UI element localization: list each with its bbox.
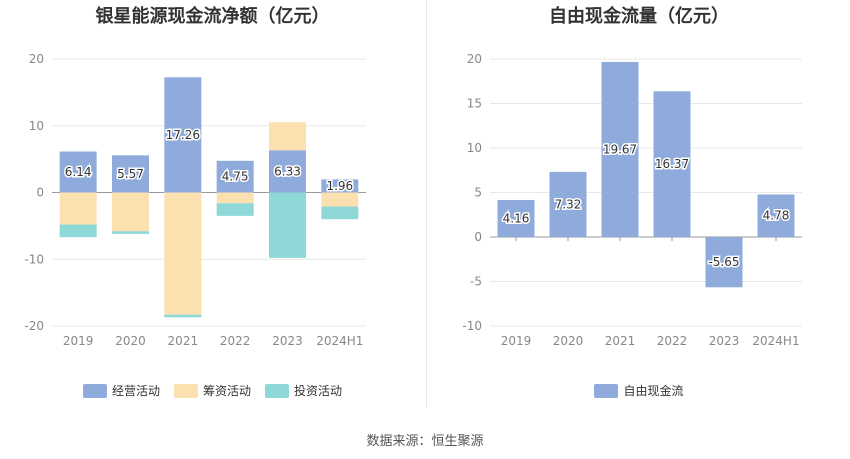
cashflow-chart-svg: -20 -10 0 10 20 2019 2020 2021 2022 2023 2024H1 6.1… (24, 52, 366, 348)
data-label: 1.96 (326, 179, 353, 193)
bar (59, 192, 97, 225)
legend-item[interactable]: 投资活动 (265, 382, 342, 399)
legend-swatch (265, 383, 289, 398)
x-tick-label: 2021 (605, 334, 636, 348)
bar (321, 192, 359, 207)
panel-divider (426, 0, 427, 408)
data-label: 6.14 (65, 165, 92, 179)
y-tick-label: -5 (470, 275, 482, 289)
bar (601, 61, 639, 238)
bar (321, 179, 359, 193)
data-label: 7.32 (555, 197, 582, 211)
x-tick-label: 2024H1 (752, 334, 799, 348)
bar (269, 150, 306, 193)
legend-swatch (173, 383, 198, 398)
data-source: 数据来源：恒生聚源 (366, 434, 484, 449)
x-tick-label: 2022 (657, 334, 688, 348)
x-tick-label: 2024H1 (316, 334, 363, 348)
fcf-chart-panel: 自由现金流量（亿元） -10 -5 0 5 10 15 20 2019 2020 2021 2022… (428, 0, 850, 410)
chart-title: 自由现金流量（亿元） (549, 6, 729, 27)
cashflow-chart-panel: 银星能源现金流净额（亿元） -20 -10 0 10 20 2019 2020 2021 202… (0, 0, 425, 410)
data-label: -5.65 (708, 255, 739, 269)
bar (59, 151, 97, 193)
bar (216, 160, 254, 193)
y-tick-label: 10 (467, 141, 482, 155)
y-tick-label: 0 (474, 230, 482, 244)
bar (757, 194, 795, 237)
legend-swatch (594, 383, 619, 398)
x-tick-label: 2019 (501, 334, 532, 348)
legend-item[interactable]: 自由现金流 (594, 382, 684, 399)
y-tick-label: -10 (462, 319, 482, 333)
bar (705, 237, 743, 288)
data-label: 5.57 (117, 167, 144, 181)
data-label: 17.26 (166, 128, 200, 142)
data-label: 19.67 (603, 142, 637, 156)
bar (112, 155, 149, 193)
y-tick-label: 5 (474, 186, 482, 200)
y-tick-label: 10 (29, 119, 44, 133)
legend-label: 筹资活动 (202, 384, 251, 398)
bar (164, 314, 202, 318)
bar (112, 231, 149, 234)
bar (549, 171, 587, 237)
bar (269, 192, 306, 258)
legend-item[interactable]: 筹资活动 (173, 382, 251, 399)
y-tick-label: 20 (467, 52, 482, 66)
x-tick-label: 2020 (115, 334, 146, 348)
y-tick-label: 0 (36, 186, 44, 200)
bar (216, 192, 254, 204)
legend-label: 投资活动 (294, 384, 343, 398)
bar (164, 77, 202, 193)
data-label: 4.78 (763, 209, 790, 223)
chart-title: 银星能源现金流净额（亿元） (95, 6, 330, 27)
bar (59, 224, 97, 238)
y-tick-label: 15 (467, 97, 482, 111)
bar (653, 91, 691, 237)
x-tick-label: 2022 (220, 334, 251, 348)
legend-swatch (82, 383, 107, 398)
x-tick-label: 2021 (168, 334, 199, 348)
x-tick-label: 2023 (709, 334, 740, 348)
x-tick-label: 2019 (63, 334, 94, 348)
fcf-legend: 自由现金流 (428, 382, 850, 399)
bar (497, 199, 535, 237)
bar (321, 206, 359, 220)
y-tick-label: -20 (24, 319, 44, 333)
data-label: 16.37 (655, 157, 689, 171)
bar (164, 192, 202, 315)
bar (216, 203, 254, 216)
y-tick-label: -10 (24, 252, 44, 266)
bar (112, 192, 149, 232)
legend-label: 经营活动 (111, 384, 160, 398)
fcf-chart-svg: -10 -5 0 5 10 15 20 2019 2020 2021 2022 2023 2024H1 4… (462, 52, 802, 348)
legend-item[interactable]: 经营活动 (82, 382, 160, 399)
data-label: 6.33 (274, 164, 301, 178)
legend-label: 自由现金流 (623, 384, 684, 398)
x-tick-label: 2020 (553, 334, 584, 348)
data-label: 4.75 (222, 170, 249, 184)
cashflow-legend: 经营活动 筹资活动 投资活动 (0, 382, 425, 399)
data-label: 4.16 (503, 211, 530, 225)
x-tick-label: 2023 (272, 334, 303, 348)
y-tick-label: 20 (29, 52, 44, 66)
bar (269, 122, 306, 151)
